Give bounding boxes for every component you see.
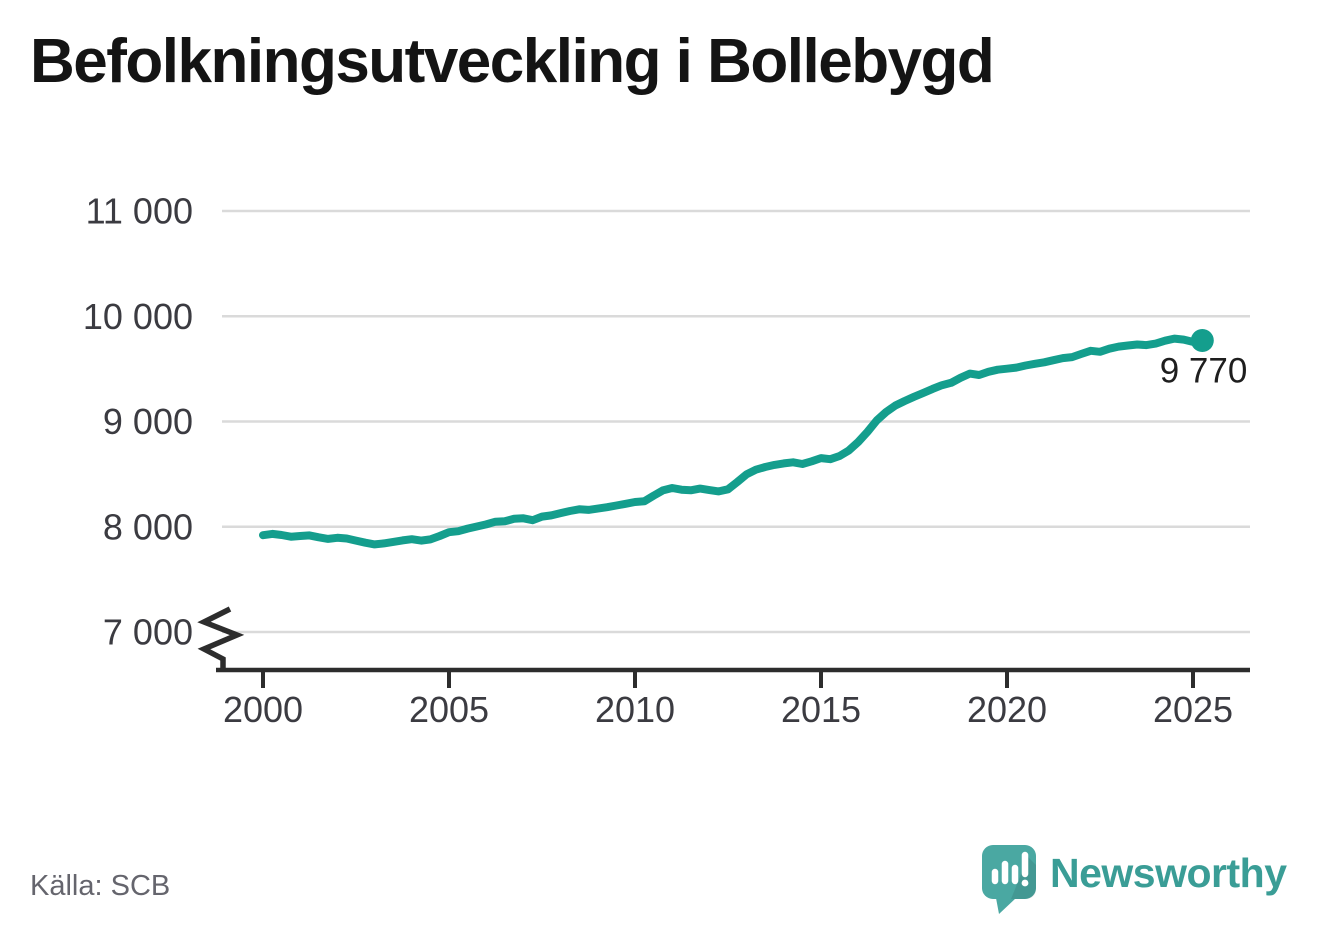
y-tick-label: 7 000 [103, 612, 193, 653]
x-tick-label: 2020 [967, 689, 1047, 730]
y-tick-label: 11 000 [86, 191, 193, 232]
x-tick-label: 2005 [409, 689, 489, 730]
y-tick-label: 10 000 [83, 296, 193, 337]
brand-name: Newsworthy [1050, 850, 1287, 896]
x-tick-label: 2025 [1153, 689, 1233, 730]
x-tick-label: 2015 [781, 689, 861, 730]
x-tick-label: 2000 [223, 689, 303, 730]
page-title: Befolkningsutveckling i Bollebygd [30, 27, 995, 96]
population-line [259, 334, 1207, 549]
source-note: Källa: SCB [30, 870, 171, 902]
newsworthy-logo-icon [982, 845, 1036, 914]
end-value-label: 9 770 [1160, 351, 1248, 390]
x-tick-label: 2010 [595, 689, 675, 730]
newsworthy-brand: Newsworthy [981, 843, 1287, 915]
end-point-dot [1190, 328, 1214, 352]
y-tick-label: 8 000 [103, 506, 193, 547]
logo-bar-chart-icon [991, 851, 1029, 885]
logo-exclamation-dot [1021, 879, 1029, 887]
y-tick-label: 9 000 [103, 401, 193, 442]
axis-break-icon [197, 606, 245, 670]
